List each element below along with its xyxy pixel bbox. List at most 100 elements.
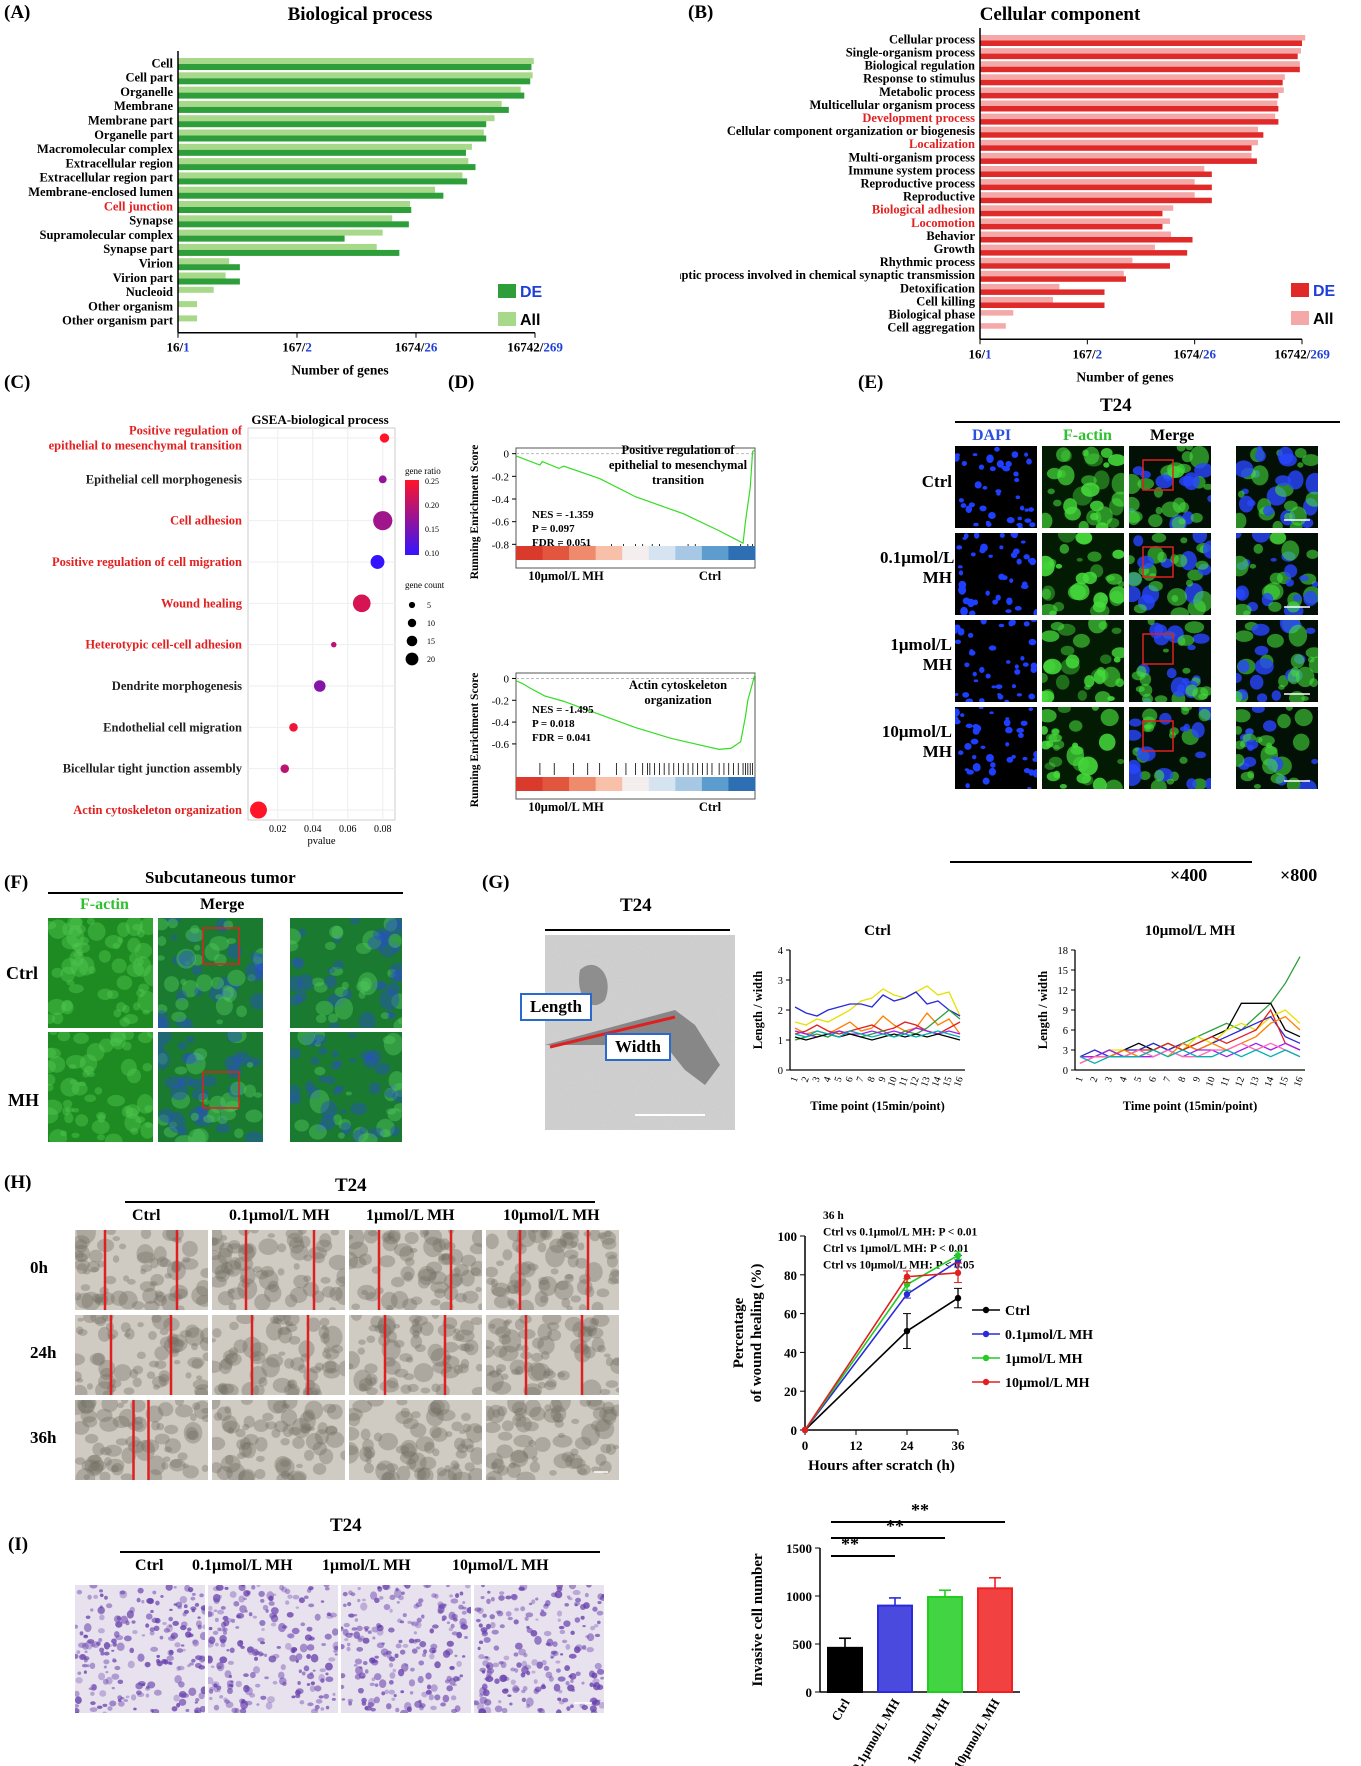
ratio-tick: 0.15 <box>425 525 439 534</box>
bar-all <box>980 48 1301 54</box>
term-label: Cell adhesion <box>170 514 242 528</box>
panel-label-h: (H) <box>4 1172 32 1193</box>
wound-image <box>349 1400 482 1480</box>
bar-de <box>980 223 1163 230</box>
ratio-series-line <box>794 991 961 1017</box>
bar-all <box>980 152 1252 159</box>
ratio-series-line <box>794 1030 961 1038</box>
transwell-image <box>474 1585 604 1713</box>
bar-all <box>980 35 1306 41</box>
transwell-col-label: 0.1μmol/L MH <box>192 1557 293 1574</box>
x-tick-label: 2 <box>1088 1075 1100 1083</box>
rank-heatmap-cell <box>675 546 703 560</box>
x-axis-label: pvalue <box>308 836 336 847</box>
legend-all-label: All <box>1313 311 1333 328</box>
dapi-image <box>955 707 1037 789</box>
merge-tumor-image <box>158 918 263 1028</box>
y-axis-label: of wound healing (%) <box>749 1264 765 1403</box>
count-tick: 15 <box>427 637 435 646</box>
gsea-stat: FDR = 0.051 <box>532 537 591 549</box>
gsea-title: Positive regulation of <box>622 443 736 457</box>
x-tick-label: 7 <box>1162 1075 1174 1083</box>
y-axis-label: Length / width <box>751 971 765 1050</box>
plot-frame <box>515 672 756 800</box>
wound-image <box>212 1230 345 1310</box>
category-label: Virion part <box>113 271 174 285</box>
y-tick-label: 0 <box>791 1423 798 1438</box>
bar-all <box>178 186 436 193</box>
gsea-stat: P = 0.097 <box>532 523 575 535</box>
bar-all <box>980 257 1133 264</box>
term-label: Positive regulation of <box>129 424 243 438</box>
y-tick-label: 60 <box>784 1307 797 1322</box>
y-tick-label: 3 <box>1063 1046 1068 1057</box>
bar-all <box>178 229 383 236</box>
bar-all <box>178 272 226 279</box>
x-tick-label: 0 <box>802 1438 809 1453</box>
bar-all <box>980 61 1300 67</box>
category-label: Virion <box>139 256 173 270</box>
ratio-colorbar <box>405 480 419 555</box>
ratio-series-line <box>1079 1015 1301 1058</box>
bar-de <box>980 197 1212 204</box>
category-label: Macromolecular complex <box>37 142 174 156</box>
plot-frame <box>515 447 756 569</box>
rank-heatmap-cell <box>595 777 623 791</box>
bar-de <box>178 235 345 242</box>
count-tick: 10 <box>427 619 435 628</box>
x-tick-label: 11 <box>1219 1075 1233 1088</box>
merge-tumor-image <box>158 1032 263 1142</box>
category-label: Localization <box>909 137 975 151</box>
bar-de <box>178 64 532 71</box>
bar-de <box>980 53 1298 60</box>
zoom-tumor-image <box>290 918 402 1028</box>
zoom-tumor-image <box>290 1032 402 1142</box>
data-point <box>903 1327 911 1335</box>
bar-all <box>980 74 1285 80</box>
bar-de <box>980 302 1105 309</box>
x-tick-label: 10 <box>886 1075 900 1088</box>
bar-all <box>980 113 1276 120</box>
bar-all <box>980 297 1053 303</box>
rank-heatmap-cell <box>516 546 544 560</box>
chart-invasion: 0 500 1000 1500 Invasive cell number Ctrl0.1μ… <box>750 1500 1020 1766</box>
ratio-series-line <box>1080 1015 1301 1058</box>
y-tick-label: 0 <box>1063 1066 1068 1077</box>
bar-all <box>980 310 1014 316</box>
term-label: Heterotypic cell-cell adhesion <box>85 638 242 652</box>
bar-de <box>980 210 1163 217</box>
count-dot <box>408 601 416 609</box>
group-left-label: 10μmol/L MH <box>528 800 604 814</box>
x-tick-label: 14 <box>930 1075 944 1088</box>
panel-label-a: (A) <box>4 2 31 23</box>
y-tick-label: 15 <box>1058 966 1069 977</box>
series-line <box>804 1254 959 1431</box>
y-tick-label: 9 <box>1063 1006 1068 1017</box>
category-label: Membrane <box>114 99 173 113</box>
rank-heatmap-cell <box>728 546 756 560</box>
ratio-tick: 0.25 <box>425 477 439 486</box>
gsea-title: Actin cytoskeleton <box>629 678 727 692</box>
bar-all <box>980 244 1155 251</box>
bar-all <box>980 179 1195 185</box>
rank-heatmap-cell <box>648 777 676 791</box>
panel-label-g: (G) <box>482 872 510 893</box>
term-label: Epithelial cell morphogenesis <box>86 472 242 486</box>
category-label: Membrane-enclosed lumen <box>28 185 173 199</box>
chart-gsea-actin: 0 -0.2 -0.4 -0.6 Running Enrichment Score 10μ… <box>469 672 756 814</box>
bar-de <box>178 264 240 271</box>
chart-title: Biological process <box>288 4 433 25</box>
term-label: Wound healing <box>161 596 243 610</box>
x-tick-label: 1674/26 <box>395 340 438 355</box>
category-label: Rhythmic process <box>880 255 975 269</box>
factin-image <box>1042 533 1124 615</box>
bar-all <box>178 286 214 293</box>
category-label: Synapse part <box>103 242 174 256</box>
data-point <box>903 1291 911 1298</box>
series-line <box>804 1272 959 1431</box>
bar-all <box>178 115 495 122</box>
ratio-series-line <box>794 1011 961 1035</box>
bar-all <box>980 218 1170 224</box>
